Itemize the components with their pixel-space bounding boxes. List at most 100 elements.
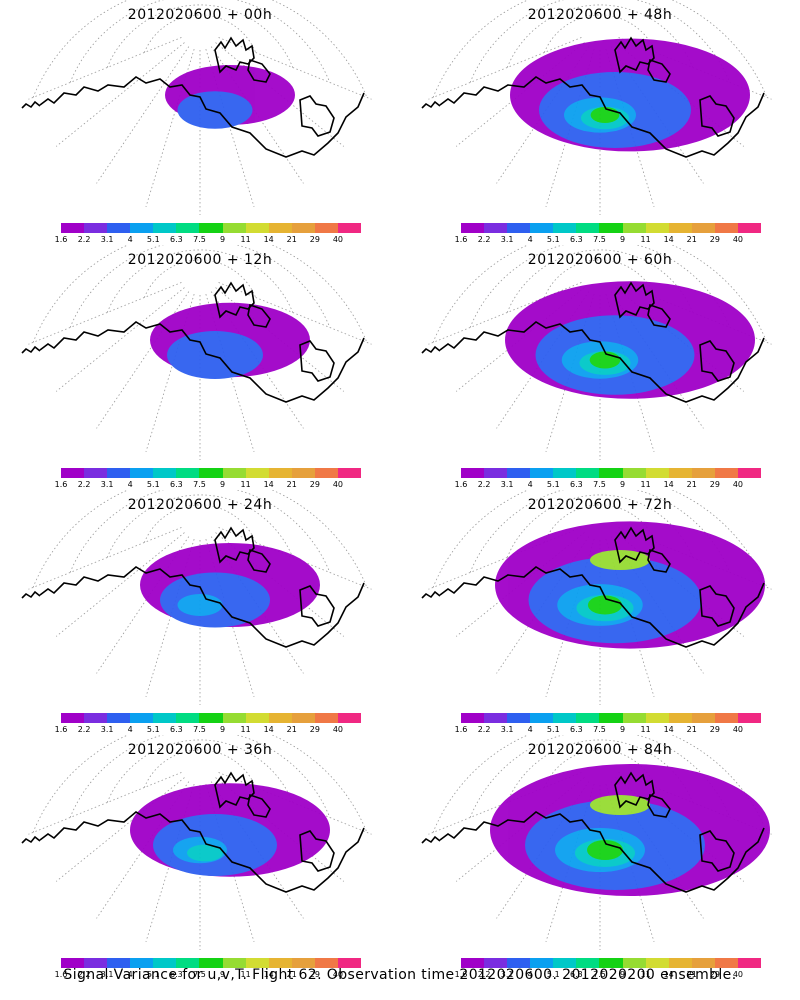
colorbar-label: 14 [263,725,274,734]
colorbar-label: 29 [309,235,320,244]
colorbar-label: 2.2 [77,235,91,244]
colorbar-label: 3.1 [500,480,514,489]
colorbar-labels: 1.6 2.2 3.1 4 5.1 6.3 7.5 9 11 14 21 29 40 [455,480,761,490]
colorbar-swatch [245,958,269,968]
coastlines [421,526,765,648]
colorbar-label: 1.6 [454,970,468,979]
colorbar-swatch [176,468,200,478]
panel-title: 2012020600 + 72h [527,497,673,513]
colorbar-label: 2.2 [477,725,491,734]
colorbar-label: 40 [332,970,344,979]
polar-map [421,490,772,705]
colorbar-swatch [337,958,362,968]
colorbar-label: 4 [527,235,533,244]
colorbar-label: 40 [332,480,344,489]
colorbar-swatch [107,713,131,723]
colorbar-label: 7.5 [593,480,606,489]
colorbar-swatch [153,958,177,968]
colorbar-label: 29 [309,480,320,489]
colorbar-label: 5.1 [146,480,160,489]
colorbar-label: 2.2 [477,235,491,244]
colorbar-swatch [622,958,646,968]
colorbar [461,958,762,968]
colorbar-swatch [61,468,85,478]
colorbar-swatch [291,958,315,968]
figure-caption: Signal Variance for u,v,T. Flight 62. Ob… [63,967,737,983]
colorbar-label: 4 [127,480,133,489]
colorbar-swatch [668,223,692,233]
colorbar-label: 6.3 [170,970,183,979]
colorbar-label: 5.1 [146,970,160,979]
colorbar-labels: 1.6 2.2 3.1 4 5.1 6.3 7.5 9 11 14 21 29 40 [455,235,761,245]
colorbar-label: 6.3 [170,480,183,489]
colorbar-swatch [553,223,577,233]
colorbar-swatch [245,713,269,723]
colorbar-swatch [314,713,338,723]
colorbar-label: 40 [332,235,344,244]
colorbar-label: 29 [709,970,720,979]
coastlines [21,526,365,648]
colorbar-swatch [530,958,554,968]
colorbar-swatch [484,713,508,723]
map-panel: 2012020600 + 60h 1.6 2.2 3.1 4 5.1 6.3 7.5 9 11 14… [400,245,800,490]
colorbar-swatch [599,223,623,233]
colorbar-label: 4 [127,970,133,979]
colorbar-swatch [222,468,246,478]
colorbar-label: 3.1 [500,725,514,734]
colorbar-label: 21 [286,970,297,979]
colorbar-label: 4 [527,480,533,489]
colorbar-swatch [199,468,223,478]
colorbar-swatch [268,223,292,233]
colorbar-label: 2.2 [77,725,91,734]
map-panel: 2012020600 + 12h 1.6 2.2 3.1 4 5.1 6.3 7.5 9 11 14… [0,245,400,490]
colorbar-swatch [668,468,692,478]
colorbar-swatch [337,468,362,478]
variance-field [150,302,310,379]
colorbar-label: 40 [732,235,744,244]
colorbar-swatch [737,713,762,723]
colorbar-label: 9 [219,725,226,734]
colorbar-swatch [176,223,200,233]
colorbar-label: 1.6 [54,480,68,489]
colorbar [61,223,362,233]
colorbar-label: 7.5 [193,480,206,489]
colorbar-swatch [576,468,600,478]
colorbar-label: 6.3 [570,725,583,734]
colorbar-label: 40 [732,480,744,489]
colorbar-label: 3.1 [500,235,514,244]
map-panel: 2012020600 + 36h 1.6 2.2 3.1 4 5.1 6.3 7.5 9 11 14… [0,735,400,980]
colorbar-swatch [176,958,200,968]
colorbar-swatch [530,223,554,233]
colorbar-label: 7.5 [593,725,606,734]
colorbar-label: 6.3 [170,725,183,734]
colorbar-swatch [599,713,623,723]
colorbar-swatch [245,223,269,233]
colorbar-swatch [599,958,623,968]
colorbar-swatch [84,958,108,968]
colorbar-swatch [107,223,131,233]
colorbar-label: 5.1 [546,725,560,734]
colorbar-swatch [291,468,315,478]
colorbar-swatch [668,713,692,723]
colorbar-swatch [245,468,269,478]
colorbar-label: 11 [240,725,251,734]
colorbar-swatch [553,713,577,723]
polar-map [421,735,772,950]
colorbar-swatch [153,223,177,233]
variance-field [505,281,755,399]
variance-field [510,38,750,152]
colorbar-swatch [645,958,669,968]
colorbar-label: 7.5 [593,970,606,979]
colorbar-label: 2.2 [477,970,491,979]
colorbar-swatch [714,468,738,478]
colorbar-swatch [484,223,508,233]
colorbar-label: 2.2 [77,970,91,979]
colorbar-swatch [461,468,485,478]
colorbar-label: 6.3 [570,480,583,489]
colorbar-label: 1.6 [454,725,468,734]
colorbar-swatch [691,713,715,723]
colorbar-swatch [130,713,154,723]
colorbar-label: 9 [619,725,626,734]
colorbar-label: 29 [309,725,320,734]
polar-map [21,735,372,950]
